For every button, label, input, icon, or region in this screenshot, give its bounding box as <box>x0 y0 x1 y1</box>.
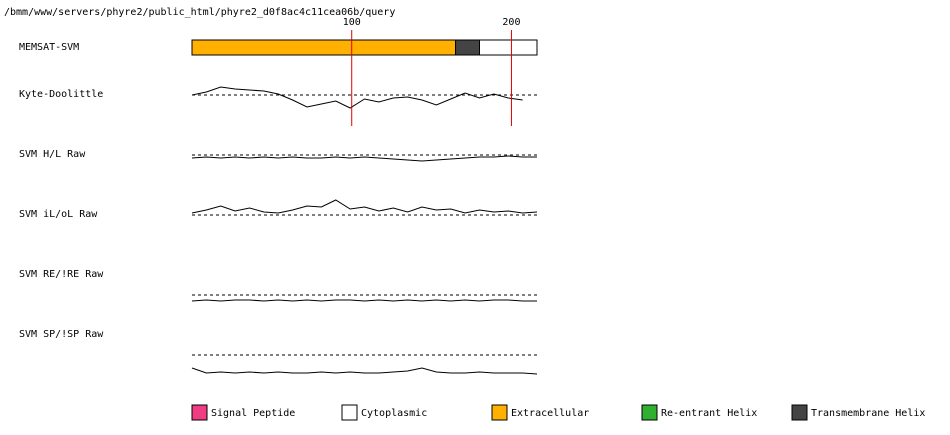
trace <box>191 199 538 214</box>
track-label: SVM SP/!SP Raw <box>19 329 104 340</box>
legend-swatch <box>341 404 358 421</box>
track-label: Kyte-Doolittle <box>19 89 103 100</box>
legend-label: Re-entrant Helix <box>661 408 757 419</box>
legend-label: Extracellular <box>511 408 589 419</box>
trace <box>191 86 523 109</box>
legend-swatch <box>641 404 658 421</box>
segment <box>455 39 480 56</box>
track-label: SVM H/L Raw <box>19 149 86 160</box>
legend-swatch <box>491 404 508 421</box>
legend-label: Cytoplasmic <box>361 408 427 419</box>
track-label: SVM iL/oL Raw <box>19 209 98 220</box>
trace <box>191 155 537 162</box>
track-label: MEMSAT-SVM <box>19 42 79 53</box>
legend-label: Transmembrane Helix <box>811 408 925 419</box>
segment <box>479 39 538 56</box>
legend-swatch <box>191 404 208 421</box>
legend-swatch <box>791 404 808 421</box>
trace <box>191 367 538 375</box>
segment <box>191 39 457 56</box>
track-label: SVM RE/!RE Raw <box>19 269 104 280</box>
x-tick-label: 200 <box>502 17 520 28</box>
trace <box>191 299 537 302</box>
legend-label: Signal Peptide <box>211 408 295 419</box>
x-tick-label: 100 <box>343 17 361 28</box>
plot-title: /bmm/www/servers/phyre2/public_html/phyr… <box>4 7 395 18</box>
